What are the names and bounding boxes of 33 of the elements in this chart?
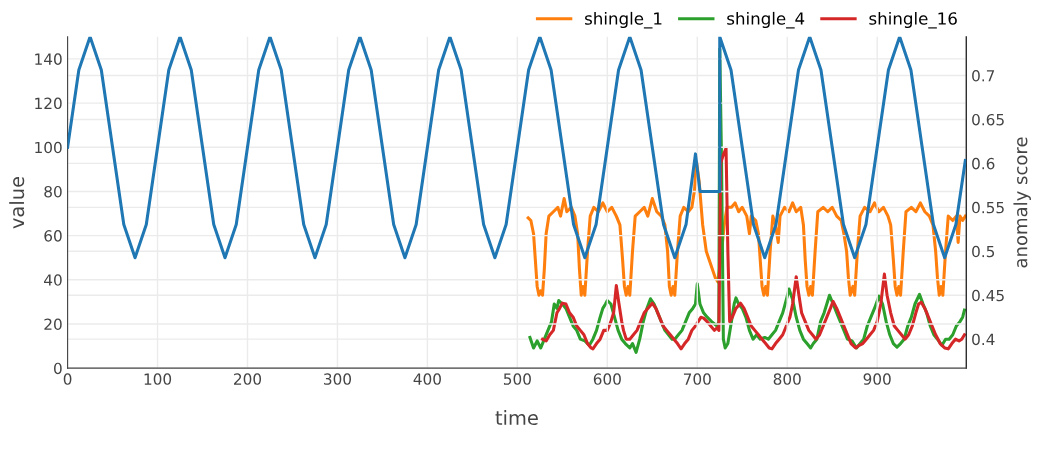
x-axis-title: time — [495, 410, 538, 426]
y-tick-label: 140 — [35, 53, 62, 65]
y-tick-label: 60 — [44, 230, 62, 242]
y-tick-label: 80 — [44, 185, 62, 198]
x-tick-label: 200 — [234, 373, 262, 385]
y-tick-label: 20 — [44, 318, 62, 331]
x-tick-label: 400 — [413, 373, 441, 385]
y2-tick-label: 0.7 — [972, 69, 995, 82]
y-tick-label: 0 — [54, 362, 62, 375]
y-axis-title: value — [9, 176, 25, 229]
y2-tick-label: 0.6 — [972, 157, 995, 170]
y2-tick-label: 0.55 — [972, 201, 1004, 214]
legend-label: shingle_1 — [585, 11, 662, 29]
line-series — [67, 36, 967, 260]
y2-axis-title: anomaly score — [1013, 137, 1031, 268]
y-tick-label: 40 — [44, 274, 62, 286]
y-tick-label: 120 — [35, 97, 62, 110]
x-tick-label: 600 — [593, 373, 621, 385]
y2-tick-label: 0.4 — [972, 333, 995, 346]
y-tick-label: 100 — [35, 141, 62, 154]
x-tick-label: 800 — [773, 373, 801, 385]
y2-tick-label: 0.45 — [972, 289, 1004, 302]
line-series — [541, 146, 966, 351]
x-tick-label: 700 — [683, 373, 711, 385]
x-tick-label: 0 — [63, 373, 72, 385]
x-tick-label: 900 — [863, 373, 891, 385]
legend-label: shingle_4 — [727, 11, 805, 29]
x-tick-label: 300 — [324, 373, 352, 385]
x-tick-label: 500 — [503, 373, 531, 385]
x-tick-label: 100 — [144, 373, 172, 385]
y2-tick-label: 0.65 — [972, 113, 1004, 126]
y2-tick-label: 0.5 — [972, 245, 995, 258]
legend-label: shingle_16 — [869, 11, 957, 29]
